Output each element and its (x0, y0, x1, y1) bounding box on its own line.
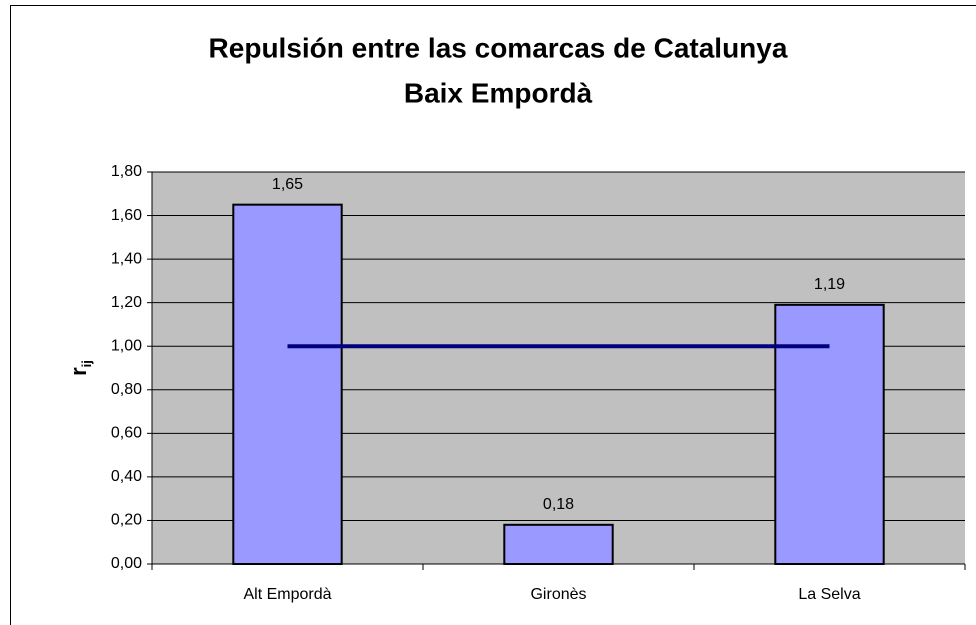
chart-title: Repulsión entre las comarcas de Cataluny… (209, 32, 788, 63)
y-tick-label: 0,20 (111, 512, 142, 529)
y-axis-label-r: r (66, 367, 91, 376)
bar (503, 523, 614, 565)
y-tick-label: 0,80 (111, 381, 142, 398)
data-label: 0,18 (543, 496, 574, 513)
y-tick-label: 1,80 (111, 163, 142, 180)
y-tick-label: 1,20 (111, 294, 142, 311)
bar (232, 203, 343, 566)
x-tick-label: Gironès (530, 586, 586, 603)
y-axis-label: rij (66, 360, 95, 376)
data-label: 1,65 (272, 176, 303, 193)
x-tick-label: Alt Empordà (243, 586, 331, 603)
x-tick-label: La Selva (798, 586, 860, 603)
y-tick-label: 0,40 (111, 468, 142, 485)
y-axis-label-sub: ij (79, 360, 94, 367)
y-tick-label: 0,00 (111, 555, 142, 572)
bar (774, 303, 885, 565)
y-tick-label: 1,40 (111, 250, 142, 267)
data-label: 1,19 (814, 276, 845, 293)
y-tick-label: 0,60 (111, 425, 142, 442)
y-tick-label: 1,00 (111, 337, 142, 354)
y-axis-label-main: rij (66, 360, 95, 376)
chart-subtitle: Baix Empordà (404, 77, 593, 108)
y-tick-label: 1,60 (111, 207, 142, 224)
